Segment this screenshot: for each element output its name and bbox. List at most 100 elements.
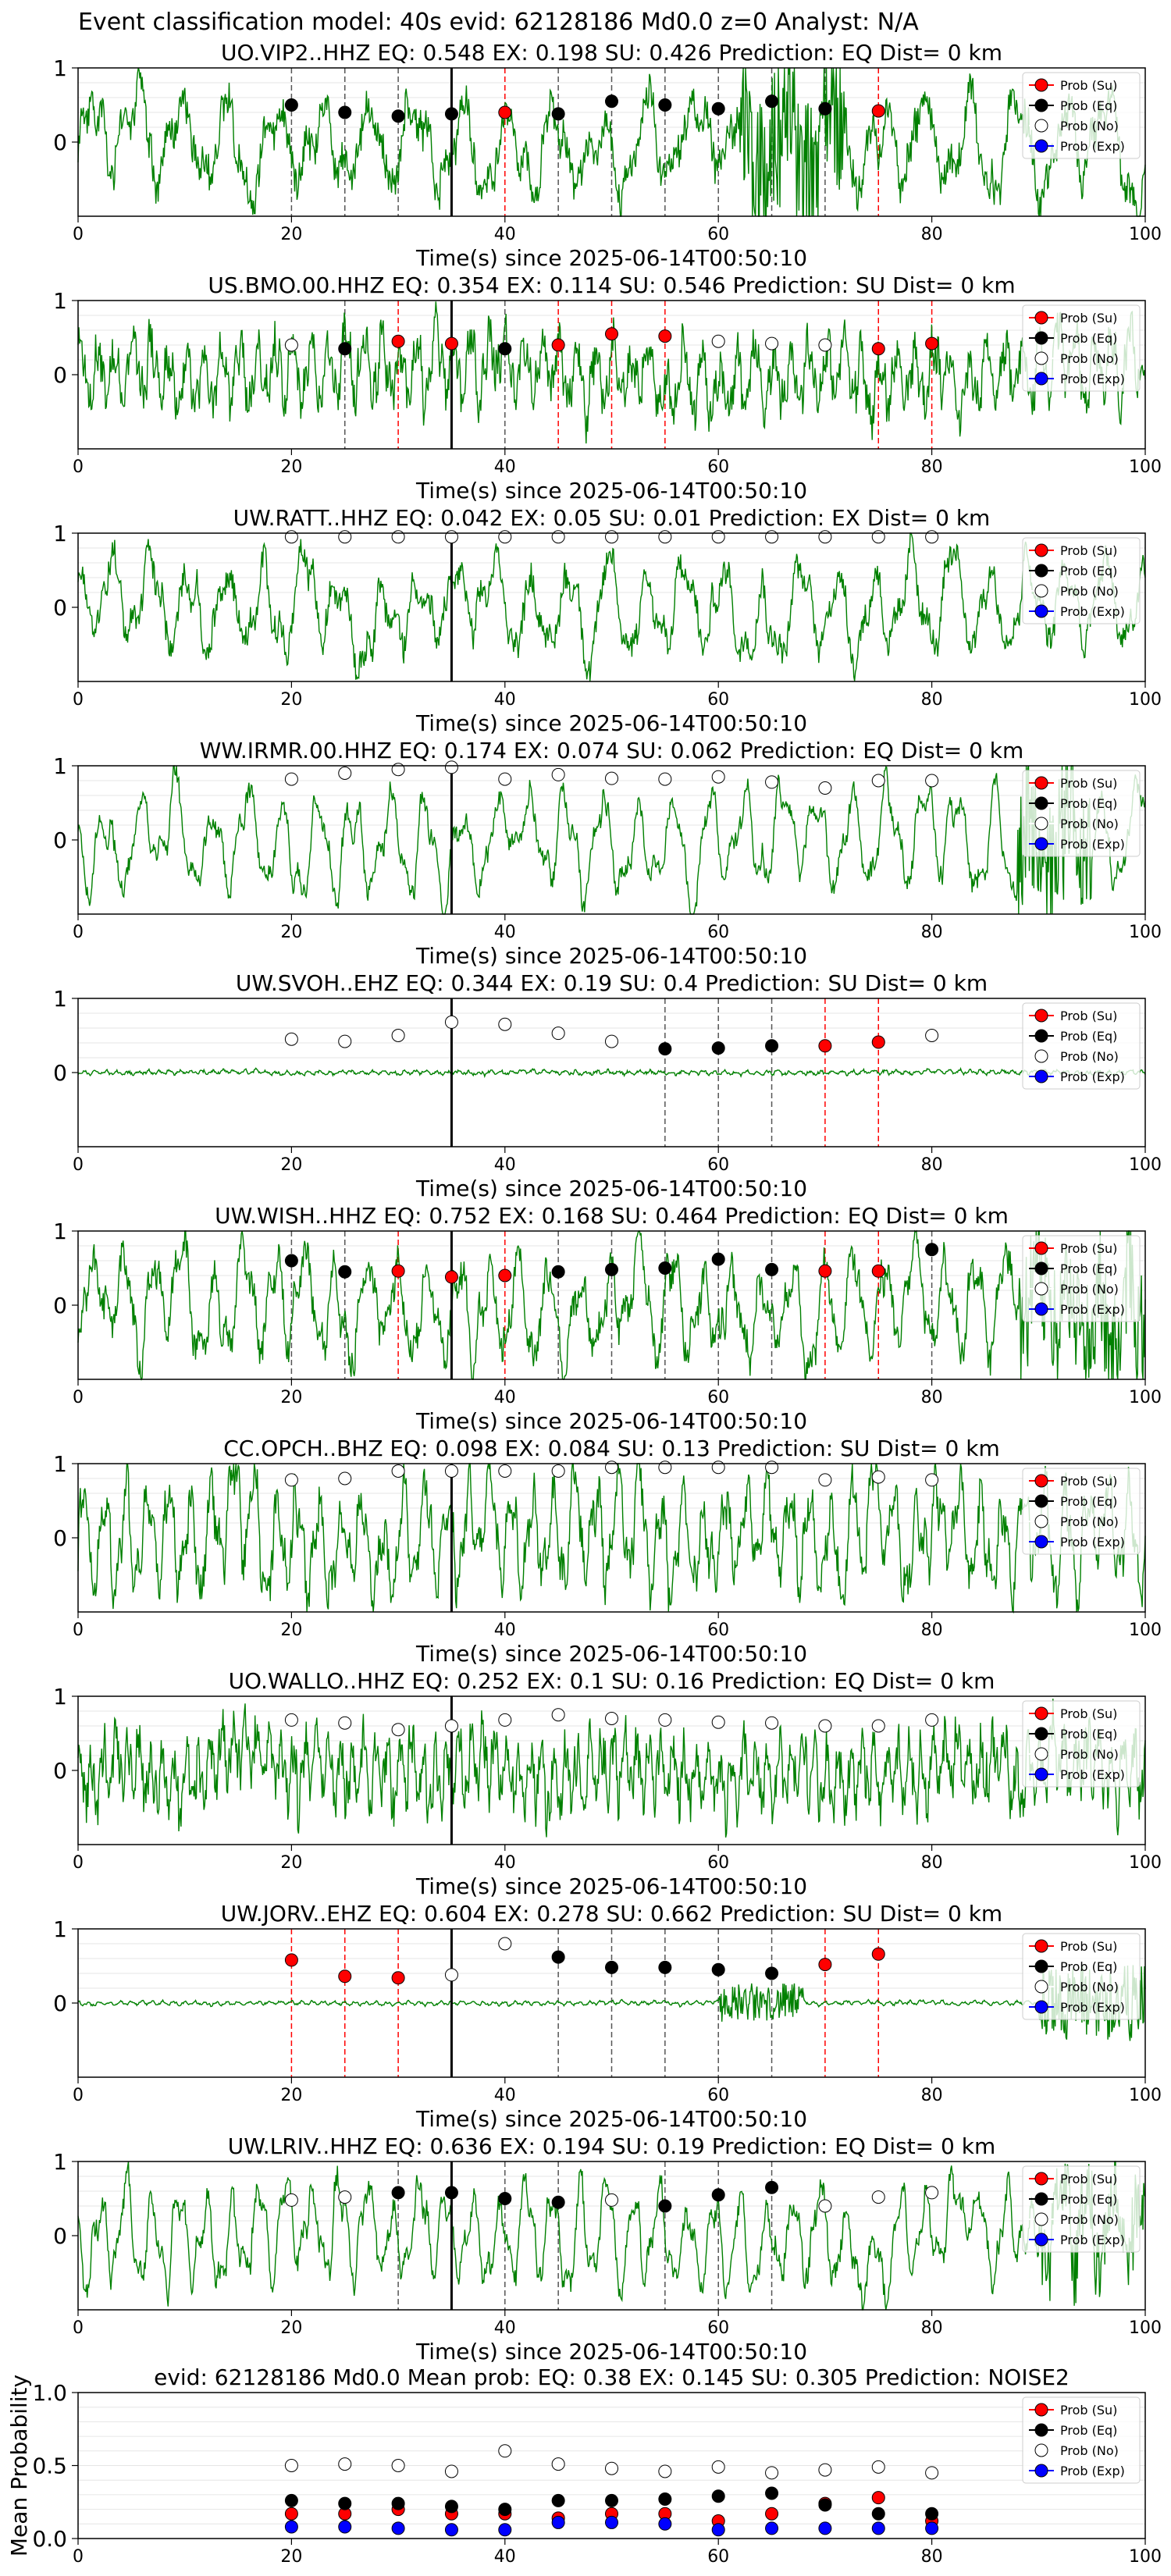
legend-marker-eq: [1034, 98, 1048, 112]
x-tick-label: 40: [494, 690, 516, 710]
panel-title: UO.WALLO..HHZ EQ: 0.252 EX: 0.1 SU: 0.16…: [229, 1668, 995, 1694]
x-tick-label: 0: [73, 2086, 84, 2105]
prob-marker-eq: [605, 1960, 618, 1974]
prob-marker-no: [658, 1713, 672, 1727]
prob-marker-no: [284, 2193, 298, 2207]
legend-marker-exp: [1034, 372, 1048, 386]
prob-marker-no: [871, 530, 885, 544]
prob-marker-su: [605, 327, 618, 341]
x-tick-label: 60: [707, 1155, 729, 1175]
x-tick-label: 40: [494, 1853, 516, 1873]
panel-title: US.BMO.00.HHZ EQ: 0.354 EX: 0.114 SU: 0.…: [208, 272, 1015, 298]
x-tick-label: 100: [1129, 1853, 1162, 1873]
trace-panel-10: UW.LRIV..HHZ EQ: 0.636 EX: 0.194 SU: 0.1…: [53, 2133, 1162, 2364]
x-tick-label: 60: [707, 225, 729, 244]
waveform-trace: [77, 765, 1146, 915]
prob-marker-no: [711, 334, 725, 348]
legend-marker-eq: [1034, 2423, 1048, 2437]
mean-marker-no: [818, 2463, 832, 2477]
trace-panel-7: CC.OPCH..BHZ EQ: 0.098 EX: 0.084 SU: 0.1…: [53, 1436, 1162, 1667]
legend-label-exp: Prob (Exp): [1060, 2000, 1125, 2015]
legend-marker-eq: [1034, 796, 1048, 810]
panel-title: UW.SVOH..EHZ EQ: 0.344 EX: 0.19 SU: 0.4 …: [236, 970, 988, 996]
legend-marker-su: [1034, 543, 1048, 557]
prob-marker-no: [605, 771, 618, 785]
mean-marker-exp: [391, 2521, 405, 2535]
prob-marker-no: [498, 530, 512, 544]
prob-marker-no: [818, 530, 832, 544]
x-tick-label: 40: [494, 2547, 516, 2567]
prob-marker-eq: [444, 2186, 458, 2200]
trace-panel-3: UW.RATT..HHZ EQ: 0.042 EX: 0.05 SU: 0.01…: [53, 505, 1162, 736]
mean-marker-eq: [711, 2489, 725, 2503]
legend-marker-eq: [1034, 2192, 1048, 2206]
prob-marker-no: [391, 530, 405, 544]
y-tick-label: 0: [53, 1060, 67, 1086]
prob-marker-no: [925, 530, 939, 544]
x-tick-label: 20: [280, 2547, 302, 2567]
prob-marker-eq: [711, 1252, 725, 1266]
prob-marker-no: [765, 530, 779, 544]
trace-panel-5: UW.SVOH..EHZ EQ: 0.344 EX: 0.19 SU: 0.4 …: [53, 970, 1162, 1201]
y-tick-label: 0: [53, 2223, 67, 2249]
mean-marker-eq: [284, 2493, 298, 2507]
prob-marker-eq: [658, 1960, 672, 1974]
legend-label-no: Prob (No): [1060, 584, 1119, 599]
prob-marker-no: [711, 770, 725, 784]
prob-marker-no: [391, 763, 405, 777]
trace-panel-6: UW.WISH..HHZ EQ: 0.752 EX: 0.168 SU: 0.4…: [53, 1203, 1162, 1434]
prob-marker-no: [444, 1968, 458, 1982]
x-tick-label: 20: [280, 923, 302, 942]
x-tick-label: 60: [707, 1621, 729, 1640]
legend-marker-eq: [1034, 1261, 1048, 1276]
legend-marker-no: [1034, 817, 1048, 831]
prob-marker-no: [498, 1464, 512, 1478]
legend-label-no: Prob (No): [1060, 1980, 1119, 1994]
mean-marker-exp: [498, 2523, 512, 2537]
legend-marker-exp: [1034, 1535, 1048, 1549]
y-tick-label: 1: [53, 2149, 67, 2175]
y-tick-label: 0: [53, 1758, 67, 1784]
prob-marker-su: [658, 329, 672, 343]
legend-marker-eq: [1034, 564, 1048, 578]
mean-marker-exp: [658, 2517, 672, 2531]
prob-marker-no: [925, 1713, 939, 1727]
y-tick-label: 1: [53, 521, 67, 546]
figure-suptitle: Event classification model: 40s evid: 62…: [78, 9, 919, 36]
prob-marker-no: [818, 2199, 832, 2213]
legend-label-su: Prob (Su): [1060, 1009, 1117, 1023]
prob-marker-no: [284, 772, 298, 786]
prob-marker-su: [871, 1035, 885, 1049]
mean-marker-no: [605, 2461, 618, 2475]
legend-box: [1022, 2165, 1141, 2253]
x-tick-label: 100: [1129, 1621, 1162, 1640]
mean-marker-no: [871, 2460, 885, 2474]
legend-label-exp: Prob (Exp): [1060, 1302, 1125, 1317]
prob-marker-no: [818, 1473, 832, 1487]
prob-marker-eq: [711, 2188, 725, 2202]
prob-marker-eq: [391, 109, 405, 123]
prob-marker-no: [444, 1015, 458, 1029]
prob-marker-no: [391, 1029, 405, 1042]
legend-marker-su: [1034, 776, 1048, 790]
prob-marker-no: [605, 1034, 618, 1048]
prob-marker-no: [605, 530, 618, 544]
legend-label-exp: Prob (Exp): [1060, 2464, 1125, 2478]
legend-label-su: Prob (Su): [1060, 1706, 1117, 1721]
prob-marker-eq: [284, 1254, 298, 1268]
prob-marker-su: [871, 342, 885, 356]
legend-label-exp: Prob (Exp): [1060, 1767, 1125, 1782]
legend-marker-no: [1034, 2443, 1048, 2457]
x-tick-label: 100: [1129, 1388, 1162, 1407]
legend-marker-no: [1034, 584, 1048, 598]
legend-label-eq: Prob (Eq): [1060, 1494, 1117, 1509]
mean-marker-exp: [925, 2521, 939, 2535]
legend-label-eq: Prob (Eq): [1060, 796, 1117, 811]
panel-title: UW.RATT..HHZ EQ: 0.042 EX: 0.05 SU: 0.01…: [233, 505, 991, 531]
y-tick-label: 1: [53, 1451, 67, 1477]
prob-marker-su: [871, 104, 885, 118]
prob-marker-no: [498, 1017, 512, 1031]
legend-label-eq: Prob (Eq): [1060, 1029, 1117, 1044]
x-tick-label: 20: [280, 1853, 302, 1873]
legend-label-no: Prob (No): [1060, 1747, 1119, 1762]
